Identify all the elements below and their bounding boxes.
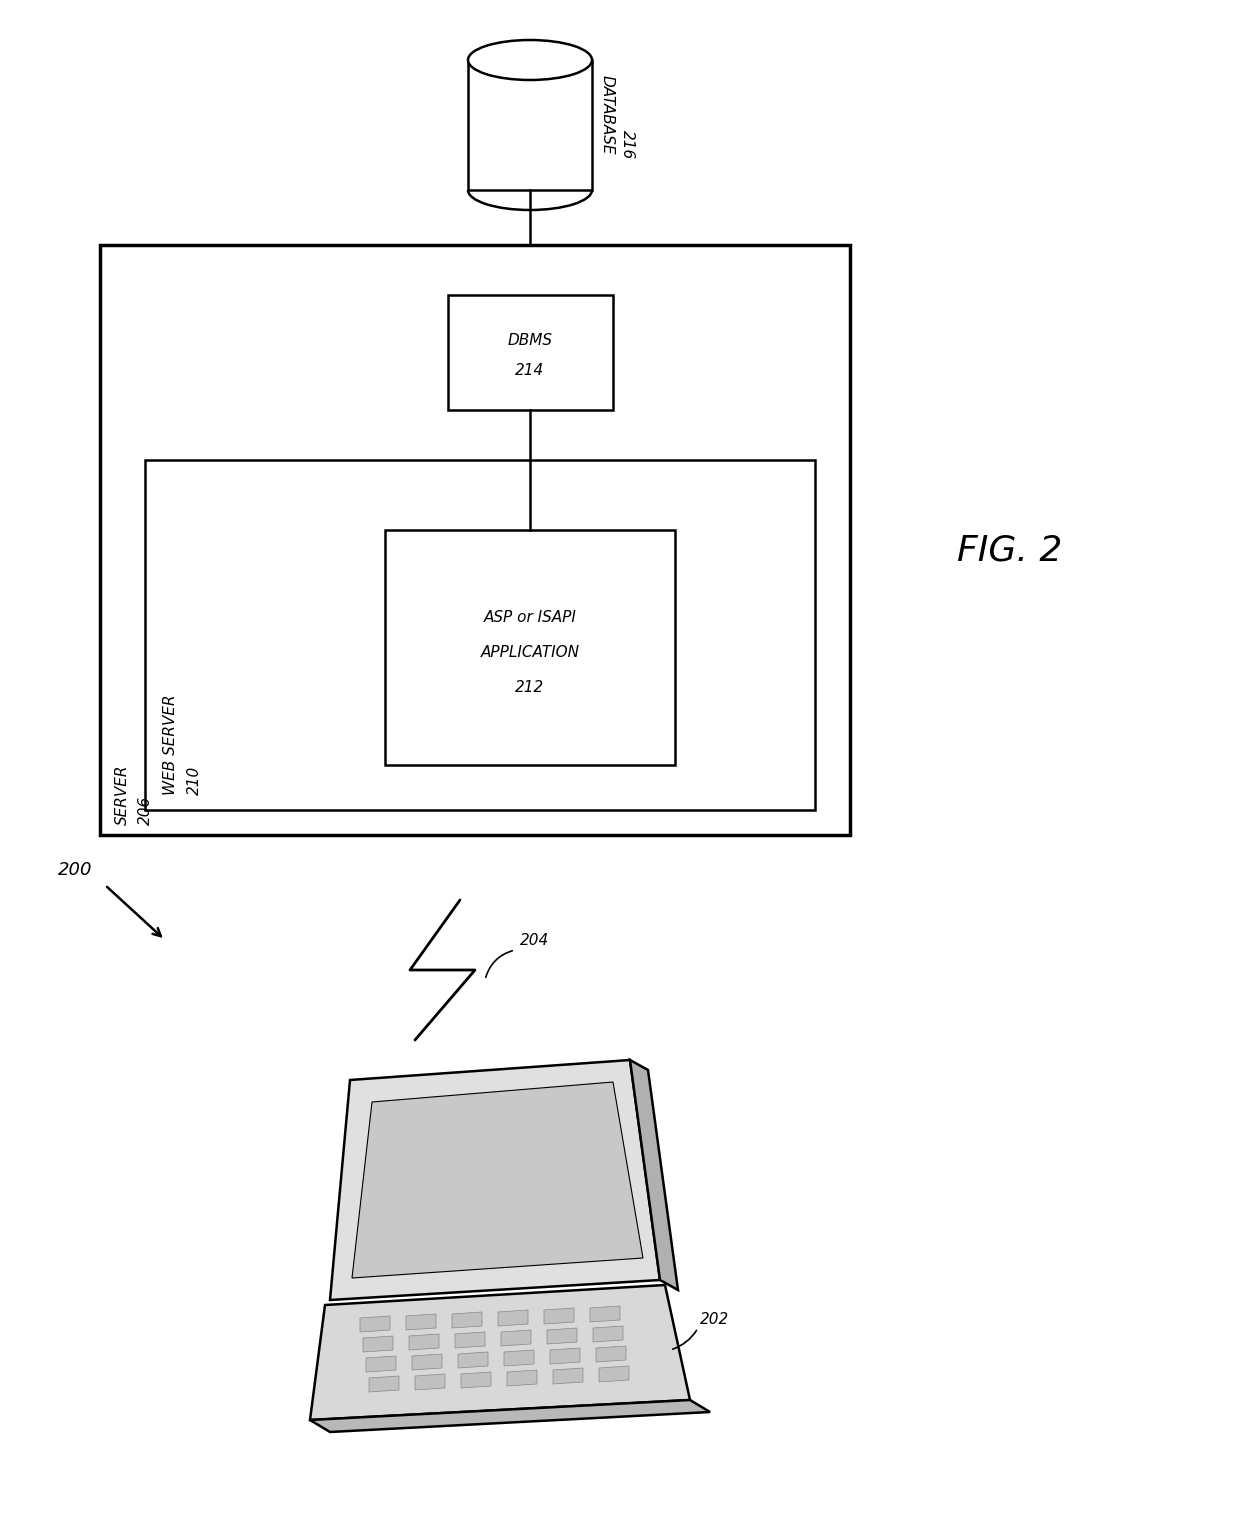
- Polygon shape: [630, 1060, 678, 1289]
- Polygon shape: [363, 1336, 393, 1352]
- Text: 204: 204: [520, 933, 549, 948]
- Bar: [100, 246, 849, 834]
- Polygon shape: [310, 1285, 689, 1420]
- Polygon shape: [553, 1368, 583, 1384]
- Polygon shape: [599, 1365, 629, 1382]
- Polygon shape: [507, 1370, 537, 1387]
- Polygon shape: [366, 1356, 396, 1371]
- Polygon shape: [596, 1346, 626, 1362]
- Text: 212: 212: [516, 680, 544, 695]
- Bar: [384, 529, 675, 765]
- Polygon shape: [458, 1352, 489, 1368]
- Polygon shape: [461, 1371, 491, 1388]
- Polygon shape: [501, 1330, 531, 1346]
- Polygon shape: [409, 1333, 439, 1350]
- Polygon shape: [593, 1326, 622, 1343]
- Text: APPLICATION: APPLICATION: [481, 645, 579, 660]
- Text: ASP or ISAPI: ASP or ISAPI: [484, 610, 577, 625]
- Text: FIG. 2: FIG. 2: [957, 532, 1063, 567]
- Text: WEB SERVER: WEB SERVER: [162, 695, 179, 795]
- Text: 202: 202: [701, 1312, 729, 1327]
- Polygon shape: [415, 1374, 445, 1390]
- Polygon shape: [498, 1311, 528, 1326]
- Text: 210: 210: [187, 766, 202, 795]
- Ellipse shape: [467, 39, 591, 80]
- Polygon shape: [453, 1312, 482, 1327]
- Text: 216: 216: [620, 130, 635, 159]
- Text: SERVER: SERVER: [115, 765, 130, 825]
- Polygon shape: [547, 1327, 577, 1344]
- Polygon shape: [330, 1060, 660, 1300]
- Text: 206: 206: [138, 796, 153, 825]
- Text: DATABASE: DATABASE: [600, 76, 615, 155]
- Text: 200: 200: [58, 862, 93, 878]
- Polygon shape: [405, 1314, 436, 1330]
- Polygon shape: [412, 1355, 441, 1370]
- Text: DBMS: DBMS: [507, 334, 553, 347]
- Bar: [467, 61, 591, 190]
- Polygon shape: [503, 1350, 534, 1365]
- Polygon shape: [370, 1376, 399, 1393]
- Polygon shape: [360, 1317, 391, 1332]
- Polygon shape: [590, 1306, 620, 1321]
- Bar: [145, 460, 815, 810]
- Bar: [448, 294, 613, 410]
- Polygon shape: [352, 1082, 644, 1277]
- Polygon shape: [455, 1332, 485, 1349]
- Polygon shape: [310, 1400, 711, 1432]
- Polygon shape: [551, 1349, 580, 1364]
- Polygon shape: [544, 1308, 574, 1324]
- Text: 214: 214: [516, 363, 544, 378]
